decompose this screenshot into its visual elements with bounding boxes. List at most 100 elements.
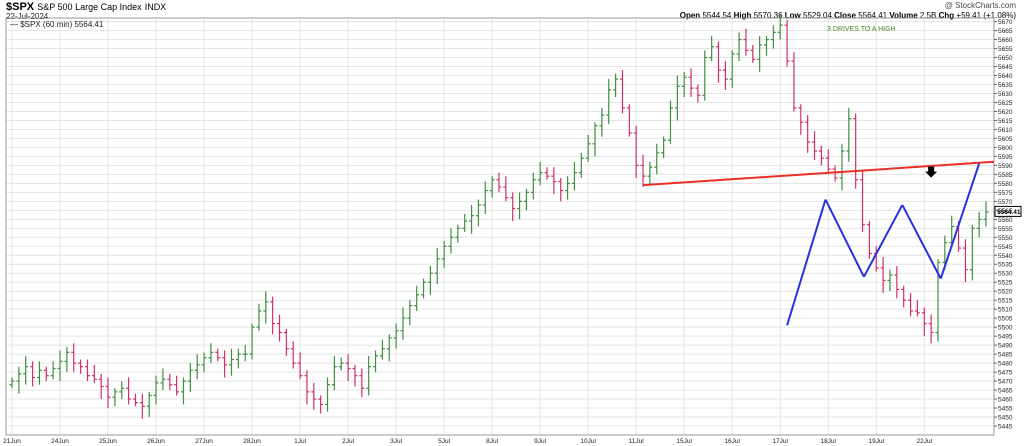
ohlc-bar <box>331 355 337 391</box>
ohlc-bar <box>674 75 680 121</box>
y-tick-label: 5600 <box>998 145 1013 152</box>
ohlc-bar <box>969 224 975 281</box>
stockcharts-credit: @ StockCharts.com <box>944 1 1016 10</box>
ohlc-bar <box>311 382 317 410</box>
last-price-label: 5564.41 <box>997 209 1021 216</box>
trendline-red <box>643 160 995 187</box>
y-tick-label: 5455 <box>998 406 1013 413</box>
ohlc-bar <box>9 377 15 389</box>
y-tick-label: 5550 <box>998 235 1013 242</box>
high-value: 5570.36 <box>753 11 783 20</box>
x-tick-label: 22Jul <box>916 438 932 445</box>
ohlc-bar <box>640 154 646 187</box>
ohlc-bar <box>78 359 84 374</box>
ohlc-bar <box>36 361 42 385</box>
drive-line-segment <box>901 204 942 280</box>
three-drives-annotation: 3 DRIVES TO A HIGH <box>827 26 896 33</box>
ohlc-readout: Open 5544.54 High 5570.36 Low 5529.04 Cl… <box>680 11 1016 20</box>
ohlc-bar <box>30 361 36 387</box>
ohlc-bar <box>379 339 385 360</box>
ohlc-bar <box>715 41 721 83</box>
ohlc-bar <box>626 104 632 137</box>
ohlc-bar <box>839 143 845 191</box>
ohlc-bar <box>16 366 22 394</box>
ohlc-bar <box>194 354 200 380</box>
ohlc-bar <box>764 35 770 56</box>
symbol-name: S&P 500 Large Cap Index <box>37 2 142 12</box>
chart-symbol: $SPX S&P 500 Large Cap Index INDX <box>6 1 166 13</box>
ohlc-bar <box>702 50 708 101</box>
ohlc-bar <box>544 167 550 180</box>
ohlc-bar <box>421 278 427 299</box>
ohlc-bar <box>619 70 625 114</box>
y-tick-label: 5650 <box>998 55 1013 62</box>
x-tick-label: 1Jul <box>294 438 306 445</box>
price-bars <box>9 14 989 419</box>
ohlc-bar <box>818 145 824 166</box>
y-tick-label: 5465 <box>998 388 1013 395</box>
y-tick-label: 5630 <box>998 91 1013 98</box>
legend-label: — $SPX (60 min) 5564.41 <box>10 20 104 29</box>
x-tick-label: 10Jul <box>580 438 596 445</box>
ohlc-bar <box>256 303 262 331</box>
ohlc-bar <box>318 395 324 414</box>
ohlc-bar <box>688 68 694 98</box>
y-tick-label: 5560 <box>998 217 1013 224</box>
y-tick-label: 5545 <box>998 244 1013 251</box>
x-tick-label: 19Jul <box>868 438 884 445</box>
ohlc-bar <box>928 314 934 344</box>
ohlc-bar <box>743 28 749 56</box>
ohlc-bar <box>750 44 756 63</box>
ohlc-bar <box>407 300 413 326</box>
ohlc-bar <box>517 192 523 220</box>
y-tick-label: 5645 <box>998 64 1013 71</box>
ohlc-bar <box>462 213 468 232</box>
x-tick-label: 18Jul <box>820 438 836 445</box>
ohlc-bar <box>297 352 303 380</box>
ohlc-bar <box>784 19 790 67</box>
y-tick-label: 5480 <box>998 361 1013 368</box>
y-tick-label: 5640 <box>998 73 1013 80</box>
ohlc-bar <box>962 239 968 283</box>
x-tick-label: 27Jun <box>195 438 213 445</box>
ohlc-bar <box>400 307 406 340</box>
y-tick-label: 5450 <box>998 415 1013 422</box>
ohlc-bar <box>571 161 577 191</box>
ohlc-bar <box>578 152 584 178</box>
ohlc-bar <box>736 32 742 62</box>
ohlc-bar <box>496 172 502 193</box>
ohlc-bar <box>475 199 481 227</box>
ohlc-bar <box>345 354 351 382</box>
ohlc-bar <box>98 373 104 400</box>
close-label: Close <box>834 11 856 20</box>
y-tick-label: 5500 <box>998 325 1013 332</box>
ohlc-bar <box>825 149 831 175</box>
ohlc-bar <box>352 364 358 387</box>
ohlc-bar <box>921 307 927 337</box>
ohlc-bar <box>770 25 776 49</box>
ohlc-bar <box>373 350 379 373</box>
y-tick-label: 5575 <box>998 190 1013 197</box>
y-tick-label: 5615 <box>998 118 1013 125</box>
y-tick-label: 5540 <box>998 253 1013 260</box>
ohlc-bar <box>277 314 283 342</box>
ohlc-bar <box>812 131 818 160</box>
ohlc-bar <box>448 228 454 254</box>
x-tick-label: 21Jun <box>3 438 21 445</box>
y-tick-label: 5570 <box>998 199 1013 206</box>
ohlc-bar <box>427 266 433 295</box>
ohlc-bar <box>242 345 248 362</box>
ohlc-bar <box>558 177 564 202</box>
ohlc-bar <box>510 192 516 222</box>
ohlc-bar <box>386 334 392 362</box>
y-tick-label: 5625 <box>998 100 1013 107</box>
y-tick-label: 5610 <box>998 127 1013 134</box>
x-tick-label: 2Jul <box>342 438 354 445</box>
ohlc-bar <box>908 293 914 317</box>
ohlc-bar <box>880 257 886 294</box>
ohlc-bar <box>105 377 111 409</box>
ohlc-bar <box>50 361 56 380</box>
y-tick-label: 5585 <box>998 172 1013 179</box>
ohlc-bar <box>606 79 612 125</box>
